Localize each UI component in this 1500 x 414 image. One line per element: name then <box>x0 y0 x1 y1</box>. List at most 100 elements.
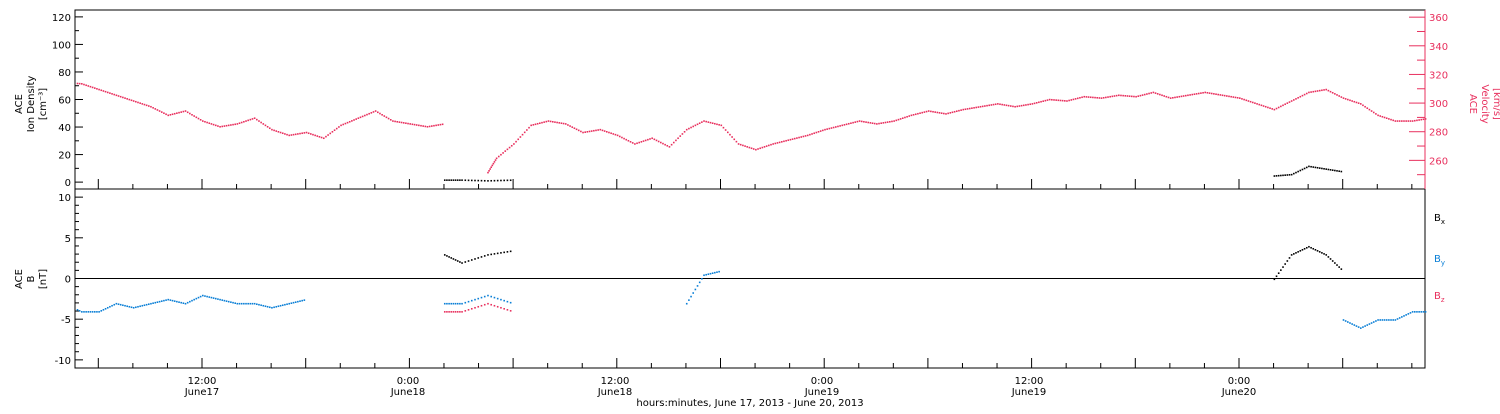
y-right-tick-label: 280 <box>1429 128 1448 139</box>
velocity-point <box>960 109 962 111</box>
velocity-point <box>597 129 599 131</box>
velocity-point <box>729 133 731 136</box>
velocity-point <box>1351 100 1353 102</box>
velocity-point <box>327 134 329 136</box>
velocity-point <box>681 133 684 135</box>
velocity-point <box>621 136 623 139</box>
density-point <box>490 179 493 182</box>
by-point <box>262 304 265 307</box>
bx-point <box>456 260 459 262</box>
velocity-point <box>521 133 524 136</box>
velocity-point <box>625 138 628 141</box>
velocity-point <box>1409 120 1412 122</box>
y-tick-label: 120 <box>52 13 71 24</box>
velocity-point <box>986 104 988 107</box>
velocity-point <box>1288 101 1291 103</box>
velocity-point <box>1286 102 1289 104</box>
velocity-point <box>532 124 535 126</box>
velocity-point <box>614 133 617 136</box>
by-point <box>448 302 450 305</box>
velocity-point <box>873 122 876 125</box>
velocity-point <box>1208 92 1211 94</box>
by-point <box>690 295 692 298</box>
by-point <box>113 303 116 306</box>
velocity-point <box>932 110 934 113</box>
velocity-point <box>973 107 975 109</box>
y-right-tick-label: 320 <box>1429 70 1448 81</box>
velocity-point <box>294 133 297 136</box>
velocity-point <box>1191 93 1194 96</box>
velocity-point <box>783 140 785 143</box>
legend-by: By <box>1434 254 1445 267</box>
by-point <box>145 303 148 306</box>
by-point <box>692 292 695 294</box>
bx-point <box>461 262 463 264</box>
velocity-point <box>910 114 913 117</box>
velocity-point <box>1327 89 1330 92</box>
velocity-point <box>955 110 958 113</box>
velocity-point <box>223 125 226 127</box>
velocity-point <box>1336 94 1338 96</box>
by-point <box>286 303 288 306</box>
by-point <box>91 311 94 313</box>
velocity-point <box>739 143 742 146</box>
velocity-point <box>770 143 772 146</box>
density-point <box>464 179 467 182</box>
velocity-point <box>906 115 908 118</box>
velocity-point <box>420 124 422 127</box>
bx-point <box>1280 269 1282 271</box>
velocity-point <box>997 103 999 105</box>
velocity-point <box>1130 95 1133 98</box>
velocity-point <box>1176 96 1178 98</box>
velocity-point <box>78 82 81 85</box>
velocity-point <box>1301 94 1304 97</box>
velocity-point <box>1223 94 1226 97</box>
by-point <box>461 302 463 305</box>
velocity-point <box>1394 120 1397 122</box>
by-point <box>450 302 453 305</box>
velocity-point <box>411 123 414 126</box>
velocity-point <box>975 106 978 109</box>
bz-point <box>443 311 446 313</box>
by-point <box>87 311 90 313</box>
velocity-point <box>1085 96 1088 98</box>
velocity-point <box>733 138 736 141</box>
velocity-point <box>1038 101 1040 104</box>
y-right-tick-label: 260 <box>1429 156 1448 167</box>
by-point <box>696 285 699 287</box>
velocity-point <box>1148 92 1150 95</box>
by-point <box>104 307 107 310</box>
velocity-point <box>1018 105 1021 107</box>
velocity-point <box>577 129 580 132</box>
velocity-point <box>316 135 319 137</box>
velocity-point <box>137 101 139 104</box>
x-tick-time: 0:00 <box>397 376 419 387</box>
velocity-point <box>1359 103 1362 105</box>
density-point <box>1284 174 1286 176</box>
velocity-point <box>1005 104 1008 107</box>
velocity-point <box>830 127 833 129</box>
velocity-point <box>100 89 103 92</box>
velocity-point <box>333 129 336 131</box>
velocity-point <box>158 110 161 112</box>
by-point <box>464 301 467 304</box>
velocity-point <box>889 120 891 123</box>
velocity-point <box>163 112 165 114</box>
by-point <box>230 301 232 303</box>
velocity-point <box>528 126 530 129</box>
velocity-point <box>750 147 753 150</box>
by-point <box>1349 322 1351 324</box>
velocity-point <box>435 124 437 127</box>
velocity-point <box>640 141 643 143</box>
velocity-point <box>569 125 571 127</box>
bx-point <box>503 251 505 254</box>
velocity-point <box>1299 95 1302 98</box>
ion-density-label-1: ACE <box>14 94 25 114</box>
velocity-point <box>822 129 824 132</box>
velocity-point <box>530 124 532 127</box>
by-point <box>76 309 79 311</box>
bx-point <box>490 253 493 256</box>
velocity-point <box>1172 96 1174 99</box>
velocity-point <box>774 142 777 145</box>
